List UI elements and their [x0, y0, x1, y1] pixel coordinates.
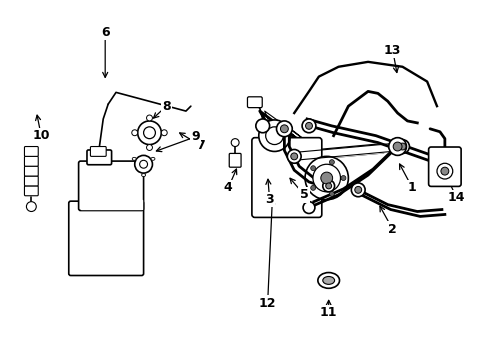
Circle shape	[135, 156, 152, 173]
Circle shape	[311, 185, 316, 190]
Text: 7: 7	[196, 139, 205, 152]
Circle shape	[256, 119, 270, 133]
Circle shape	[305, 156, 348, 200]
FancyBboxPatch shape	[247, 97, 262, 108]
Circle shape	[287, 149, 301, 163]
Ellipse shape	[132, 157, 136, 160]
Ellipse shape	[323, 276, 335, 284]
Text: 8: 8	[162, 100, 171, 113]
Text: 9: 9	[192, 130, 200, 143]
Ellipse shape	[151, 157, 155, 160]
Circle shape	[280, 125, 288, 133]
Ellipse shape	[318, 273, 340, 288]
Circle shape	[276, 121, 292, 137]
Circle shape	[303, 202, 315, 213]
Circle shape	[437, 163, 453, 179]
Text: 6: 6	[101, 26, 109, 39]
FancyBboxPatch shape	[24, 147, 38, 156]
Circle shape	[313, 164, 341, 192]
FancyBboxPatch shape	[429, 147, 461, 186]
Circle shape	[329, 159, 334, 165]
FancyBboxPatch shape	[91, 147, 106, 156]
Text: 11: 11	[320, 306, 338, 319]
Text: 12: 12	[259, 297, 276, 310]
Circle shape	[389, 138, 407, 156]
Circle shape	[147, 115, 152, 121]
Circle shape	[351, 183, 365, 197]
Circle shape	[441, 167, 449, 175]
Text: 4: 4	[224, 181, 233, 194]
FancyBboxPatch shape	[24, 186, 38, 196]
Circle shape	[259, 120, 290, 152]
Circle shape	[302, 119, 316, 133]
Text: 10: 10	[32, 129, 50, 142]
FancyBboxPatch shape	[24, 176, 38, 186]
FancyBboxPatch shape	[87, 150, 112, 165]
Circle shape	[266, 127, 283, 145]
Circle shape	[147, 145, 152, 150]
Circle shape	[306, 122, 313, 129]
Circle shape	[326, 183, 332, 189]
Circle shape	[140, 160, 147, 168]
Text: 2: 2	[388, 223, 397, 236]
FancyBboxPatch shape	[78, 161, 144, 211]
Circle shape	[144, 127, 155, 139]
Text: 5: 5	[300, 188, 308, 201]
Circle shape	[161, 130, 167, 136]
Circle shape	[26, 202, 36, 212]
Circle shape	[231, 139, 239, 147]
Text: 13: 13	[384, 44, 401, 57]
Circle shape	[393, 142, 402, 151]
FancyBboxPatch shape	[24, 156, 38, 166]
FancyBboxPatch shape	[252, 138, 322, 217]
Circle shape	[355, 186, 362, 193]
Text: 3: 3	[265, 193, 274, 206]
Ellipse shape	[142, 174, 146, 176]
Circle shape	[311, 166, 316, 171]
FancyBboxPatch shape	[229, 153, 241, 167]
Circle shape	[132, 130, 138, 136]
Circle shape	[395, 140, 410, 153]
Circle shape	[399, 143, 406, 150]
Text: 14: 14	[448, 191, 466, 204]
Circle shape	[341, 176, 346, 180]
FancyBboxPatch shape	[24, 166, 38, 176]
Text: 1: 1	[408, 181, 417, 194]
Circle shape	[323, 180, 335, 192]
Circle shape	[291, 153, 297, 160]
Circle shape	[321, 172, 333, 184]
Circle shape	[138, 121, 161, 145]
Circle shape	[329, 192, 334, 197]
FancyBboxPatch shape	[69, 201, 144, 275]
